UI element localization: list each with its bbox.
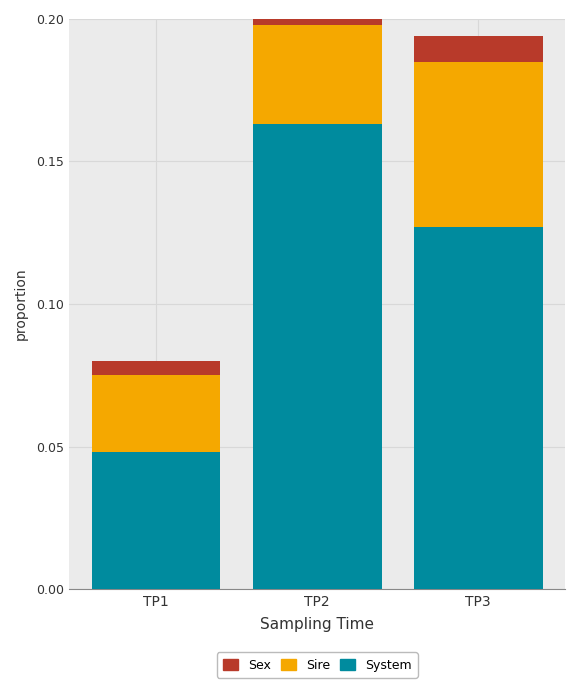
Bar bbox=[91, 361, 221, 375]
Legend: Sex, Sire, System: Sex, Sire, System bbox=[217, 652, 417, 678]
Y-axis label: proportion: proportion bbox=[14, 268, 28, 340]
Bar bbox=[91, 452, 221, 589]
Bar bbox=[252, 19, 382, 25]
X-axis label: Sampling Time: Sampling Time bbox=[260, 617, 374, 632]
Bar bbox=[252, 25, 382, 125]
Bar bbox=[91, 375, 221, 452]
Bar bbox=[414, 36, 543, 62]
Bar bbox=[414, 227, 543, 589]
Bar bbox=[252, 125, 382, 589]
Bar bbox=[414, 62, 543, 227]
